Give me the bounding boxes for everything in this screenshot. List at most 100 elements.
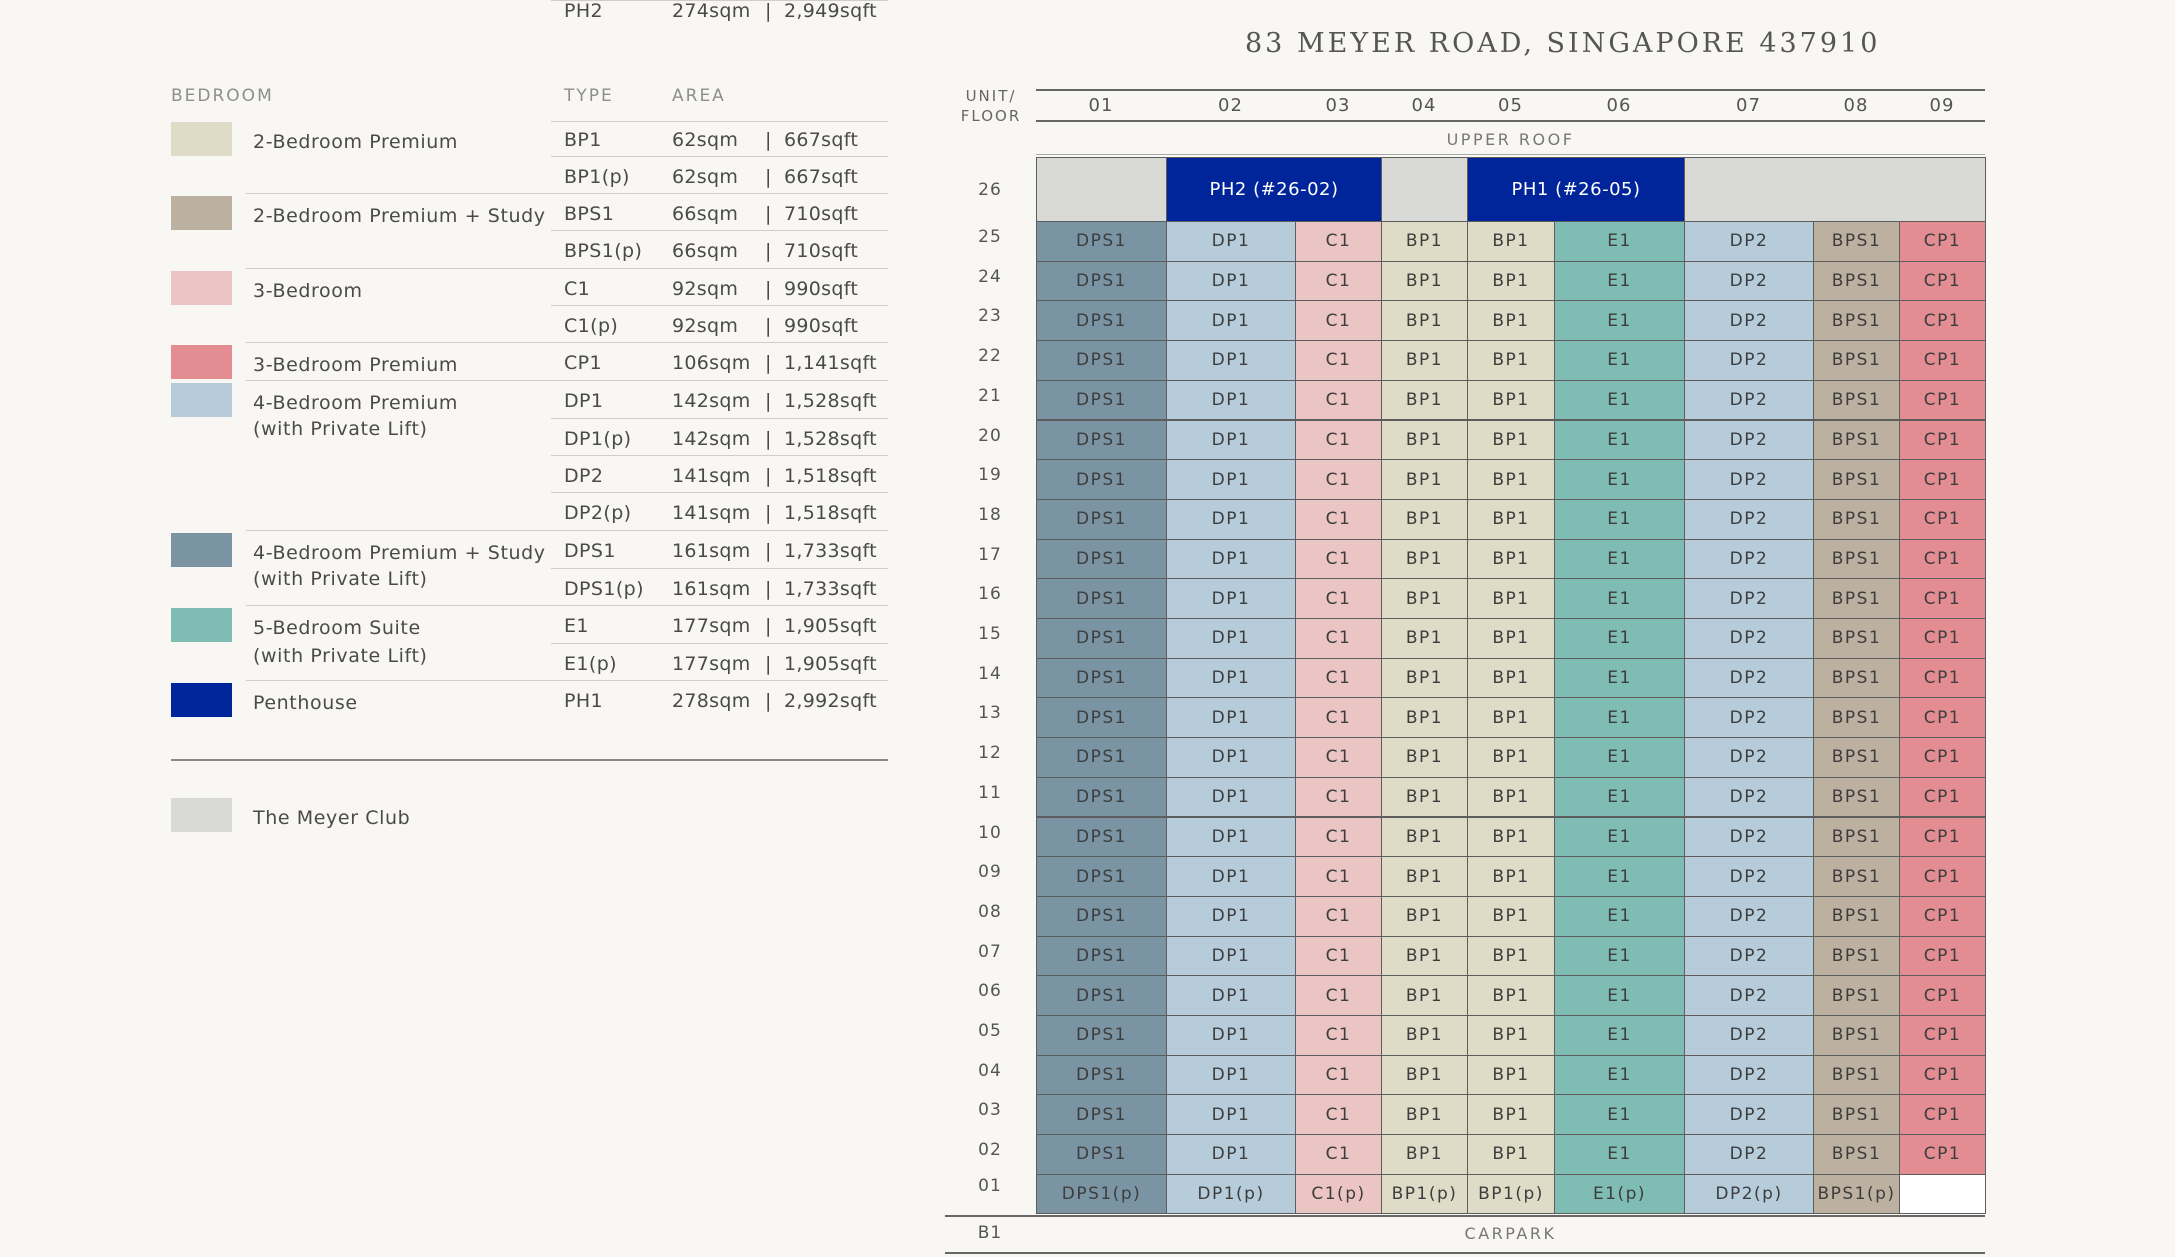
legend-separator: | bbox=[765, 240, 772, 262]
unit-cell: CP1 bbox=[1899, 737, 1986, 778]
unit-cell: C1 bbox=[1295, 379, 1382, 421]
legend-type: DP1(p) bbox=[564, 428, 632, 450]
unit-cell: BP1 bbox=[1467, 935, 1555, 977]
unit-cell: BP1 bbox=[1467, 618, 1555, 659]
legend-separator: | bbox=[765, 615, 772, 637]
legend-row-rule bbox=[551, 156, 888, 157]
unit-cell: DP2 bbox=[1684, 538, 1814, 580]
unit-cell: DP1 bbox=[1166, 776, 1296, 818]
unit-cell: DPS1 bbox=[1036, 221, 1167, 262]
unit-cell: BP1 bbox=[1467, 1054, 1555, 1096]
legend-label: (with Private Lift) bbox=[253, 568, 428, 590]
unit-cell: CP1 bbox=[1899, 1054, 1986, 1096]
legend-sqft: 1,518sqft bbox=[784, 502, 877, 524]
unit-cell: E1 bbox=[1554, 776, 1685, 818]
unit-cell: C1 bbox=[1295, 1094, 1382, 1136]
unit-cell: E1 bbox=[1554, 459, 1685, 500]
unit-cell: BP1 bbox=[1381, 300, 1468, 342]
unit-cell: BP1 bbox=[1467, 1094, 1555, 1136]
unit-cell: E1 bbox=[1554, 618, 1685, 659]
unit-cell: C1 bbox=[1295, 895, 1382, 937]
unit-cell: BP1 bbox=[1381, 419, 1468, 461]
unit-cell: BP1 bbox=[1381, 816, 1468, 858]
unit-cell: DP1 bbox=[1166, 935, 1296, 977]
unit-cell: BP1 bbox=[1381, 776, 1468, 818]
unit-cell: DPS1 bbox=[1036, 935, 1167, 977]
legend-swatch-e bbox=[171, 608, 232, 642]
unit-cell: DPS1 bbox=[1036, 618, 1167, 659]
unit-cell: C1 bbox=[1295, 260, 1382, 302]
unit-cell: E1 bbox=[1554, 1054, 1685, 1096]
floor-label: 19 bbox=[978, 465, 1002, 486]
chart-header-rule bbox=[1036, 120, 1985, 122]
legend-separator: | bbox=[765, 278, 772, 300]
legend-separator: | bbox=[765, 203, 772, 225]
unit-cell: C1 bbox=[1295, 618, 1382, 659]
unit-cell: E1 bbox=[1554, 895, 1685, 937]
legend-sqm: 141sqm bbox=[672, 465, 751, 487]
unit-cell: DPS1 bbox=[1036, 657, 1167, 699]
legend-label: 3-Bedroom Premium bbox=[253, 354, 458, 376]
unit-cell: E1 bbox=[1554, 816, 1685, 858]
unit-column-header: 07 bbox=[1736, 95, 1761, 116]
meyer-club-area bbox=[1036, 157, 1167, 222]
unit-cell: DP1 bbox=[1166, 737, 1296, 778]
address-title: 83 MEYER ROAD, SINGAPORE 437910 bbox=[1245, 28, 1881, 59]
unit-cell: DPS1 bbox=[1036, 1134, 1167, 1175]
unit-cell: C1 bbox=[1295, 935, 1382, 977]
legend-sqft: 1,733sqft bbox=[784, 578, 877, 600]
unit-cell: BP1 bbox=[1381, 935, 1468, 977]
unit-cell: BP1 bbox=[1381, 895, 1468, 937]
legend-group-rule bbox=[246, 380, 888, 381]
unit-cell: DPS1 bbox=[1036, 379, 1167, 421]
unit-cell: BPS1 bbox=[1813, 419, 1900, 461]
legend-separator: | bbox=[765, 166, 772, 188]
legend-sqm: 142sqm bbox=[672, 390, 751, 412]
unit-cell: DP2 bbox=[1684, 498, 1814, 540]
unit-cell: DPS1 bbox=[1036, 459, 1167, 500]
unit-cell: C1 bbox=[1295, 419, 1382, 461]
unit-cell: BPS1 bbox=[1813, 618, 1900, 659]
unit-cell: DPS1 bbox=[1036, 895, 1167, 937]
unit-cell: CP1 bbox=[1899, 975, 1986, 1016]
legend-sqft: 2,949sqft bbox=[784, 0, 877, 22]
floor-label: 21 bbox=[978, 385, 1002, 406]
unit-cell: DP2 bbox=[1684, 578, 1814, 619]
legend-sqm: 66sqm bbox=[672, 240, 739, 262]
legend-swatch-dp bbox=[171, 383, 232, 417]
unit-cell: CP1 bbox=[1899, 816, 1986, 858]
unit-cell: E1 bbox=[1554, 856, 1685, 897]
unit-cell: BP1 bbox=[1467, 697, 1555, 739]
legend-label: (with Private Lift) bbox=[253, 418, 428, 440]
legend-swatch-bps bbox=[171, 196, 232, 230]
unit-cell: BP1 bbox=[1467, 419, 1555, 461]
unit-cell: BP1 bbox=[1467, 498, 1555, 540]
legend-row-rule bbox=[551, 0, 888, 1]
floor-label: B1 bbox=[977, 1222, 1003, 1243]
unit-cell: DP1 bbox=[1166, 816, 1296, 858]
unit-cell: BP1 bbox=[1381, 697, 1468, 739]
legend-label: (with Private Lift) bbox=[253, 645, 428, 667]
legend-type: BP1 bbox=[564, 129, 602, 151]
legend-sqft: 1,733sqft bbox=[784, 540, 877, 562]
unit-cell: BP1 bbox=[1467, 816, 1555, 858]
floor-label: 24 bbox=[978, 266, 1002, 287]
unit-cell: DP1 bbox=[1166, 618, 1296, 659]
unit-cell: BP1 bbox=[1467, 260, 1555, 302]
legend-type: DP2(p) bbox=[564, 502, 632, 524]
legend-sqft: 2,992sqft bbox=[784, 690, 877, 712]
floor-label: 01 bbox=[978, 1175, 1002, 1196]
unit-cell: BP1 bbox=[1467, 1015, 1555, 1056]
unit-cell: BPS1 bbox=[1813, 498, 1900, 540]
legend-sqm: 161sqm bbox=[672, 578, 751, 600]
upper-roof-rule bbox=[1036, 154, 1985, 155]
legend-separator: | bbox=[765, 428, 772, 450]
legend-separator: | bbox=[765, 0, 772, 22]
unit-cell: E1 bbox=[1554, 975, 1685, 1016]
legend-sqft: 667sqft bbox=[784, 166, 859, 188]
unit-cell: DP2 bbox=[1684, 657, 1814, 699]
unit-cell: DPS1 bbox=[1036, 856, 1167, 897]
unit-cell: C1 bbox=[1295, 657, 1382, 699]
unit-cell: BPS1 bbox=[1813, 300, 1900, 342]
legend-sqft: 1,905sqft bbox=[784, 653, 877, 675]
